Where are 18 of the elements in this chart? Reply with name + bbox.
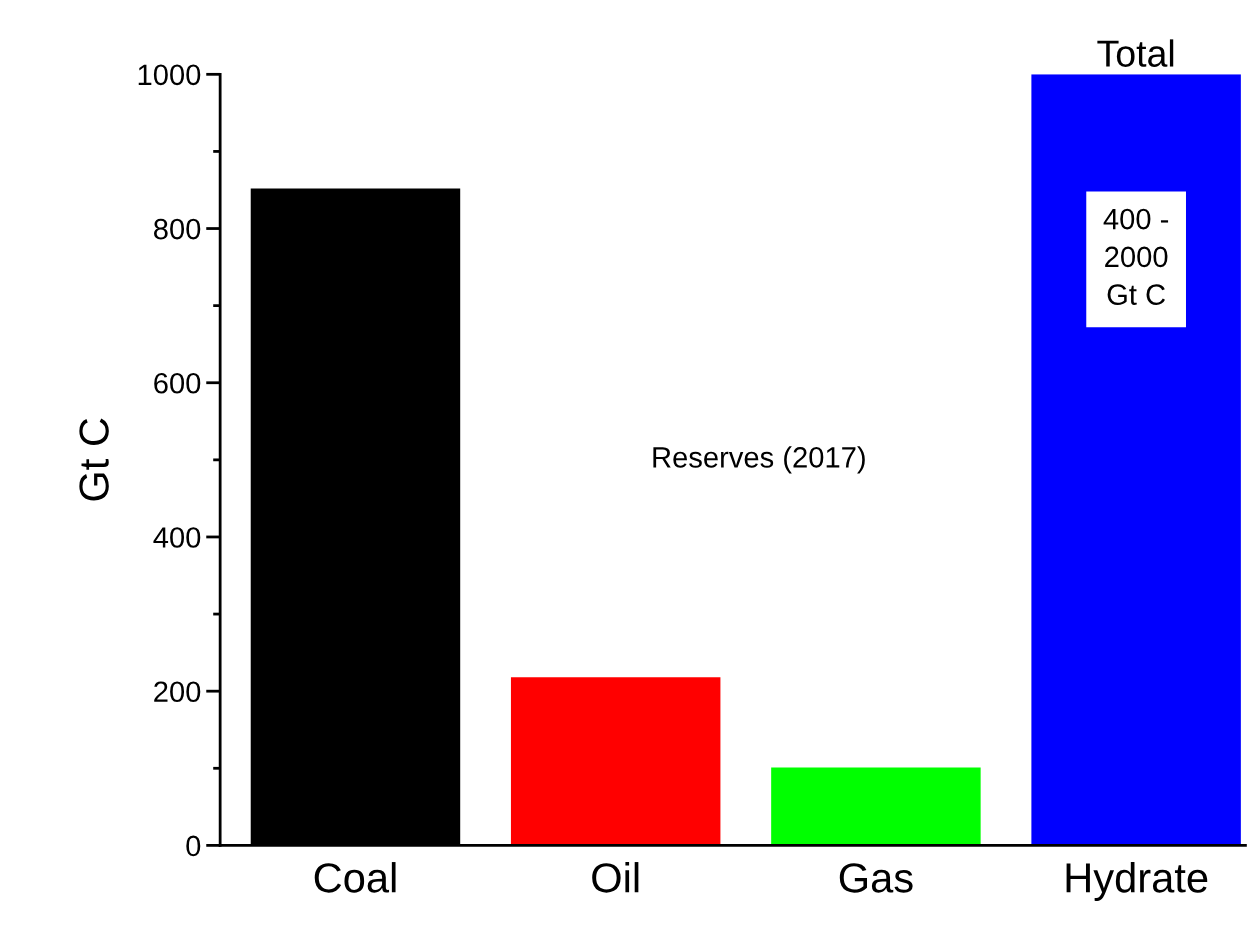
- x-tick-label: Oil: [592, 862, 639, 893]
- y-tick-label: 400: [153, 527, 201, 548]
- y-tick-label: 200: [154, 681, 201, 703]
- text: 400 - 2000: [1103, 208, 1169, 268]
- text: Gt C: [79, 418, 109, 501]
- y-tick-label: 600: [154, 372, 201, 394]
- x-tick-label: Coal: [314, 862, 396, 893]
- annotation: Reserves (2017): [653, 446, 865, 474]
- y-tick-label: 1000: [138, 64, 201, 86]
- bar: [1031, 74, 1241, 846]
- x-tick-label: Hydrate: [1066, 862, 1208, 901]
- annotation: Total: [1097, 39, 1174, 67]
- y-tick-label: 800: [154, 218, 201, 240]
- bar: [771, 767, 981, 846]
- x-tick-label: Gas: [839, 863, 913, 893]
- y-axis-title: Gt C: [1107, 284, 1165, 305]
- bar: [510, 677, 721, 846]
- y-tick-label: 0: [186, 835, 201, 857]
